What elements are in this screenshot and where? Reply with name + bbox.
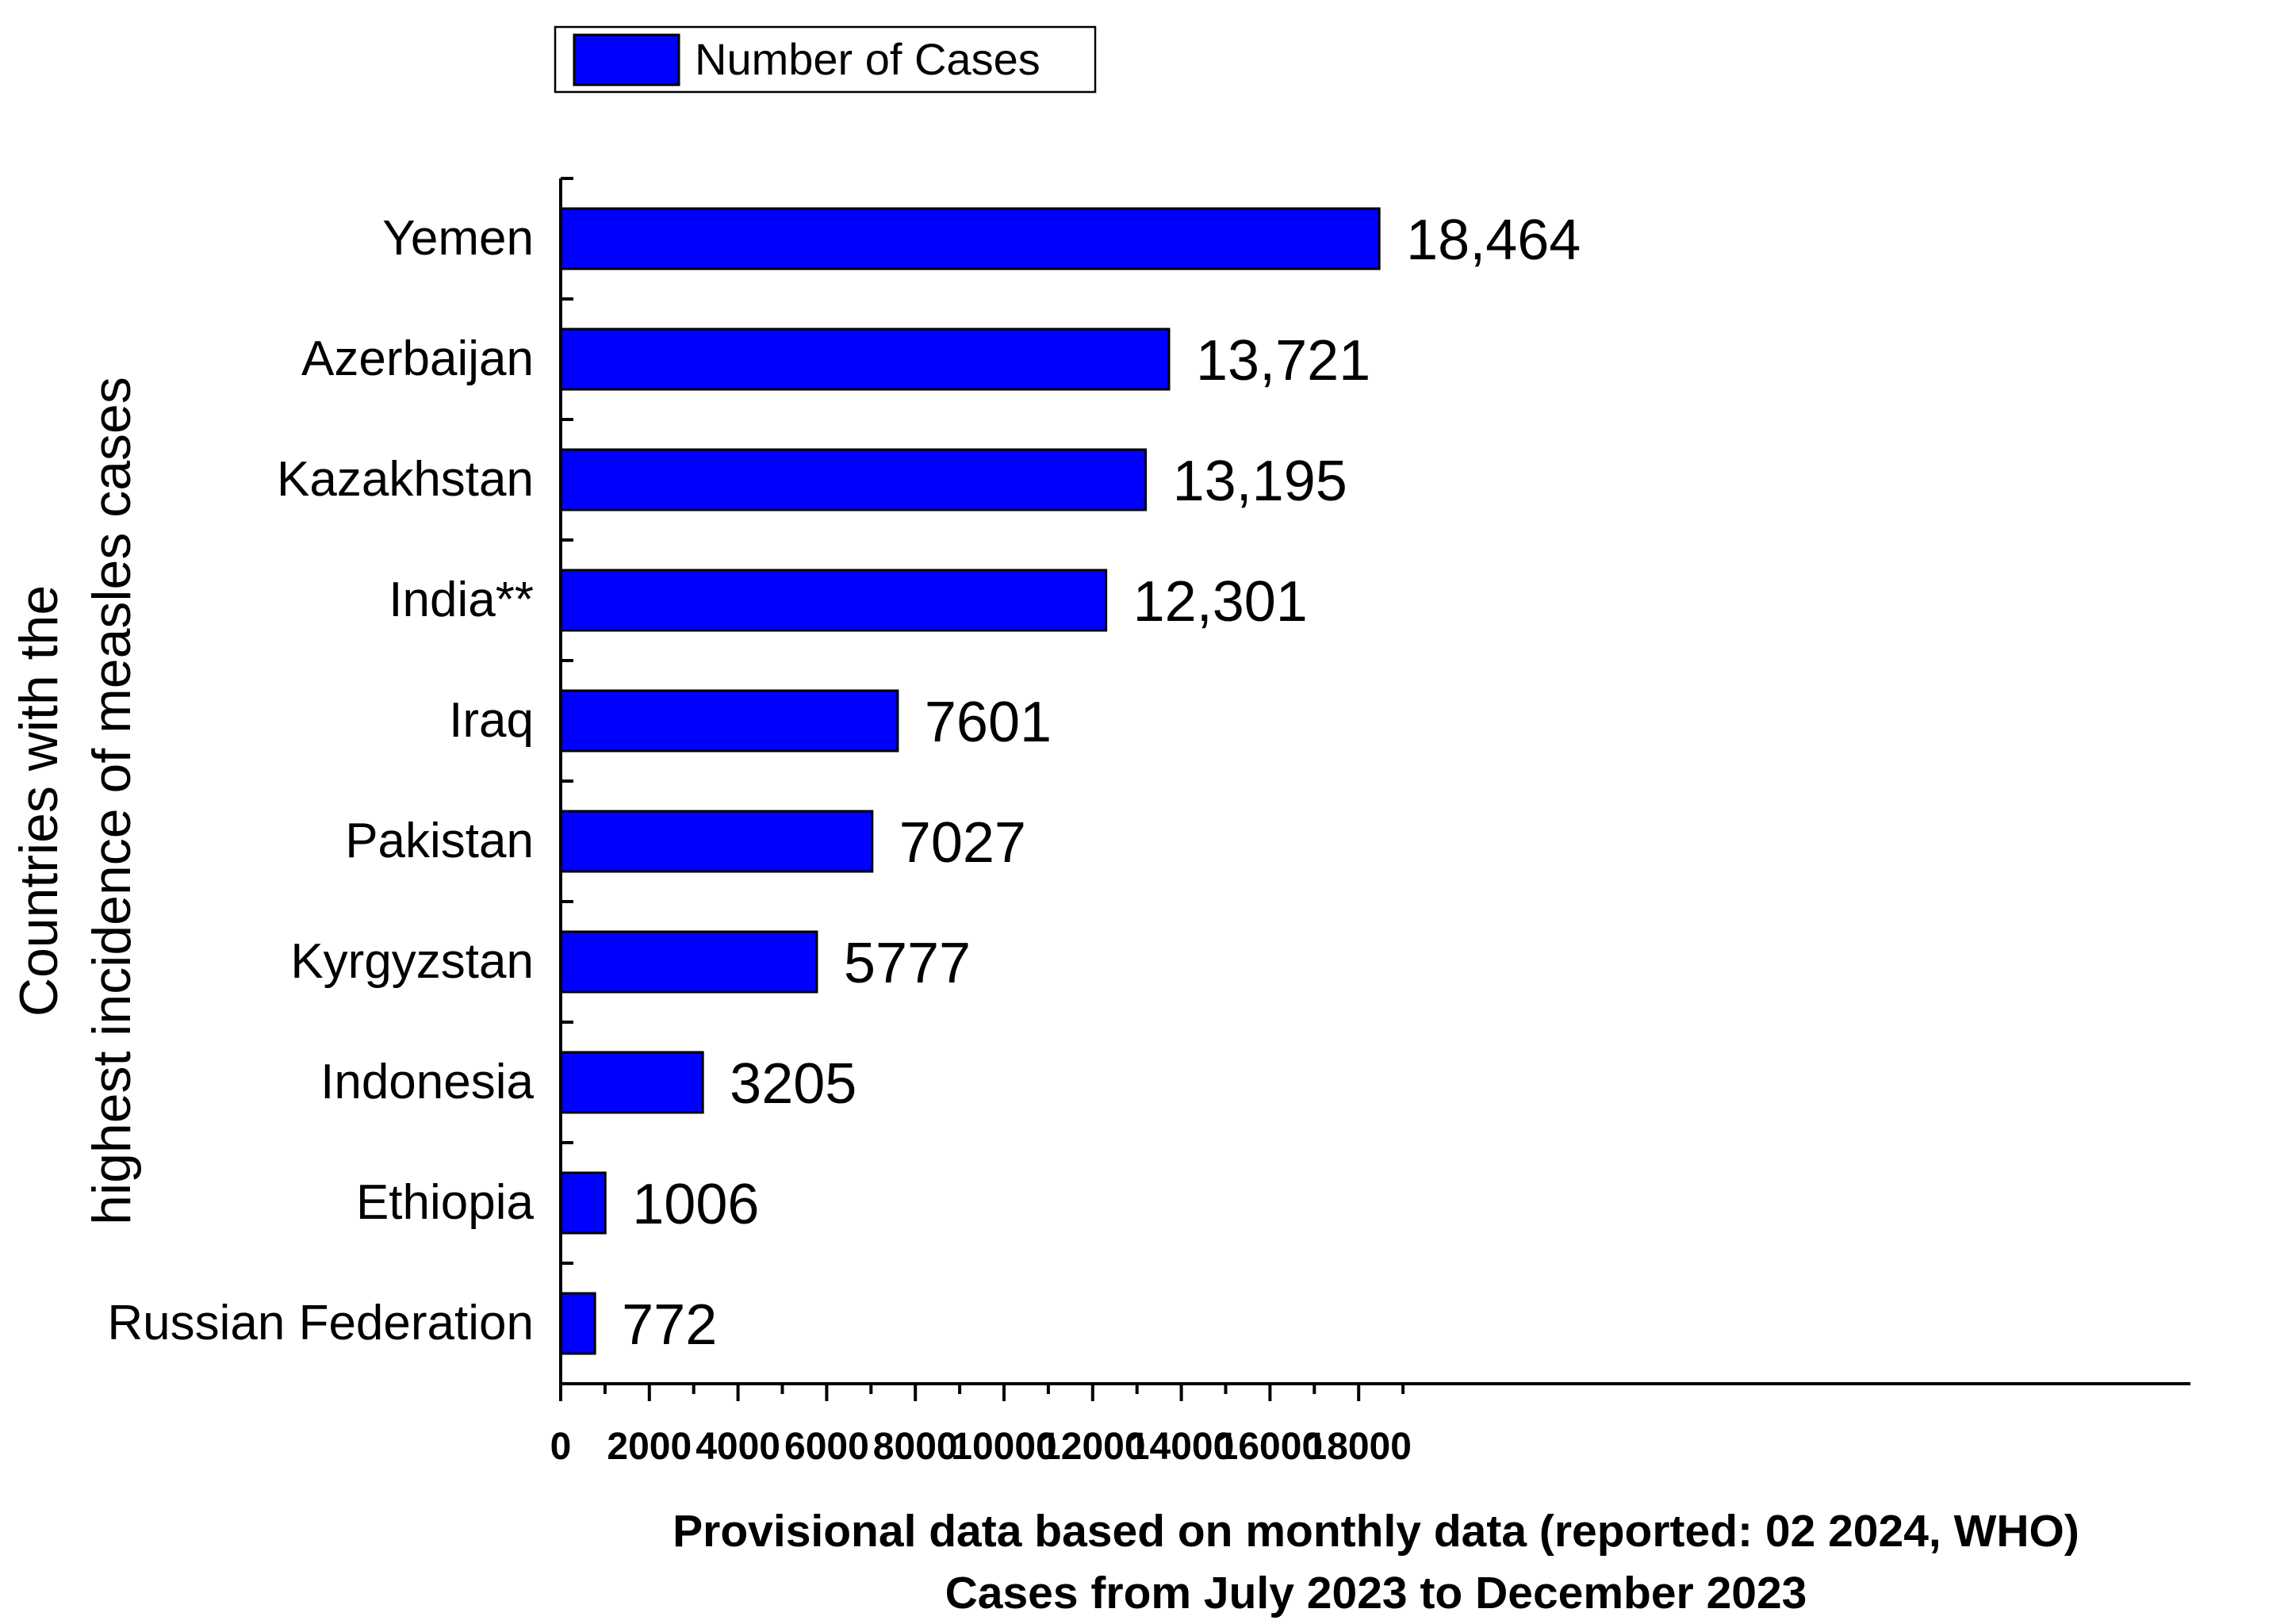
- category-label: Yemen: [382, 211, 534, 266]
- value-label: 3205: [730, 1052, 856, 1116]
- x-tick-label: 18000: [1305, 1426, 1411, 1468]
- category-label: Indonesia: [320, 1055, 534, 1109]
- y-axis-title: Countries with the highest incidence of …: [9, 377, 142, 1225]
- bar: [559, 327, 1171, 391]
- category-labels: Yemen Azerbaijan Kazakhstan India** Iraq Paki…: [107, 211, 534, 1350]
- x-tick-label: 2000: [607, 1426, 692, 1468]
- bar: [559, 1051, 704, 1114]
- value-label: 772: [622, 1293, 717, 1357]
- y-axis-title-line2: highest incidence of measles cases: [82, 377, 142, 1225]
- value-label: 13,195: [1173, 450, 1347, 513]
- x-tick-label: 14000: [1129, 1426, 1234, 1468]
- x-axis-ticks: [559, 1384, 1405, 1401]
- legend: Number of Cases: [554, 25, 1097, 94]
- legend-swatch: [573, 33, 680, 86]
- value-labels: 18,464 13,721 13,195 12,301 7601 7027 5777 3205…: [622, 209, 1581, 1357]
- value-label: 18,464: [1406, 209, 1581, 272]
- bars-group: [559, 207, 1381, 1355]
- category-label: Iraq: [449, 693, 534, 748]
- legend-label: Number of Cases: [695, 34, 1040, 84]
- bar: [559, 448, 1148, 511]
- value-label: 12,301: [1133, 570, 1308, 634]
- value-label: 1006: [632, 1173, 759, 1236]
- x-tick-label: 10000: [951, 1426, 1056, 1468]
- bar: [559, 569, 1108, 632]
- value-label: 5777: [844, 932, 971, 995]
- category-label: Kyrgyzstan: [290, 934, 534, 989]
- x-tick-label: 0: [550, 1426, 572, 1468]
- value-label: 7027: [899, 811, 1026, 875]
- value-label: 7601: [925, 691, 1052, 754]
- category-label: Kazakhstan: [277, 452, 534, 507]
- value-label: 13,721: [1196, 329, 1370, 393]
- x-axis-title-line2: Cases from July 2023 to December 2023: [945, 1568, 1807, 1618]
- bar: [559, 207, 1381, 270]
- category-label: India**: [389, 573, 534, 627]
- bar: [559, 810, 874, 873]
- x-tick-labels: 0 2000 4000 6000 800010000120001400016000180…: [550, 1426, 1412, 1468]
- x-tick-label: 12000: [1040, 1426, 1145, 1468]
- x-tick-label: 4000: [696, 1426, 780, 1468]
- x-tick-label: 16000: [1217, 1426, 1323, 1468]
- category-label: Russian Federation: [107, 1296, 534, 1350]
- category-label: Pakistan: [345, 814, 534, 868]
- bar: [559, 930, 818, 994]
- x-axis-title-line1: Provisional data based on monthly data (…: [673, 1506, 2079, 1557]
- bar: [559, 689, 899, 753]
- x-tick-label: 8000: [873, 1426, 958, 1468]
- bar: [559, 1171, 607, 1235]
- y-axis-ticks: [561, 177, 573, 1385]
- category-label: Ethiopia: [356, 1175, 535, 1230]
- x-axis-title: Provisional data based on monthly data (…: [673, 1506, 2079, 1618]
- x-tick-label: 6000: [784, 1426, 869, 1468]
- category-label: Azerbaijan: [301, 331, 534, 386]
- bar: [559, 1292, 596, 1355]
- y-axis-title-line1: Countries with the: [9, 585, 69, 1017]
